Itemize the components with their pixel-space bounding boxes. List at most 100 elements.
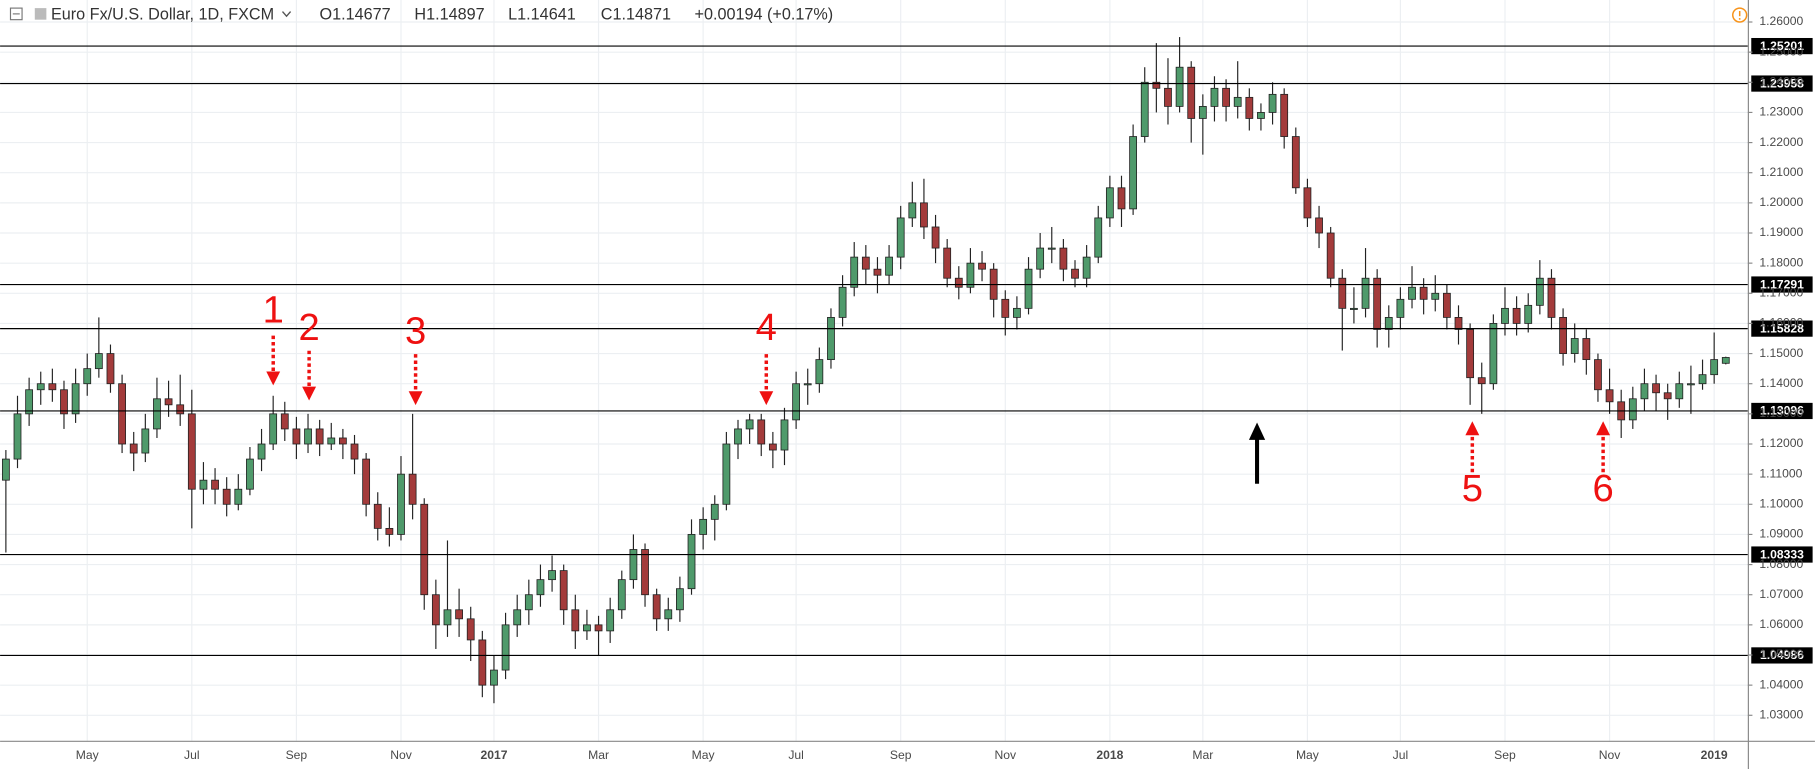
candle-body [1605, 389, 1614, 403]
candle-body [1687, 383, 1695, 386]
y-tick-label: 1.14000 [1759, 376, 1803, 390]
level-label: 1.23958 [1760, 76, 1804, 90]
candle-body [1396, 298, 1405, 318]
black-arrow [1248, 422, 1266, 484]
level-label: 1.25201 [1760, 39, 1804, 53]
y-tick-label: 1.21000 [1759, 165, 1803, 179]
y-tick-label: 1.09000 [1759, 527, 1803, 541]
candle-body [1222, 87, 1230, 107]
ohlc-close: C1.14871 [601, 5, 671, 23]
candle-body [443, 609, 452, 626]
candle-body [676, 588, 684, 611]
candle-body [920, 202, 928, 228]
candle-body [83, 368, 92, 385]
level-label: 1.17291 [1760, 277, 1804, 291]
annotation-arrowhead [1596, 421, 1611, 436]
candle-body [338, 437, 347, 445]
symbol-title[interactable]: Euro Fx/U.S. Dollar, 1D, FXCM [51, 5, 274, 23]
candle-body [1594, 359, 1602, 391]
header: Euro Fx/U.S. Dollar, 1D, FXCM O1.14677 H… [9, 5, 1748, 23]
grid [0, 0, 1748, 741]
candle-body [1280, 93, 1289, 137]
candle-body [1501, 307, 1509, 324]
x-tick-label: Jul [788, 748, 804, 762]
y-tick-label: 1.10000 [1759, 496, 1803, 510]
candle-body [1001, 298, 1010, 318]
candle-body [1582, 338, 1591, 361]
candle-body [1094, 217, 1103, 258]
x-tick-label: Nov [390, 748, 413, 762]
ohlc-low: L1.14641 [508, 5, 576, 23]
x-tick-label: Mar [1192, 748, 1213, 762]
x-tick-label: 2018 [1096, 748, 1123, 762]
y-tick-label: 1.23000 [1759, 105, 1803, 119]
candle-body [1408, 286, 1416, 300]
candle-body [1466, 329, 1475, 379]
y-tick-label: 1.18000 [1759, 255, 1803, 269]
candle-body [1245, 96, 1254, 119]
candle-body [1698, 374, 1707, 385]
level-label: 1.08333 [1760, 547, 1804, 561]
y-tick-label: 1.19000 [1759, 225, 1803, 239]
candle-body [827, 316, 835, 361]
candle-body [594, 624, 603, 632]
arrow-head [1248, 422, 1266, 440]
candle-body [164, 398, 173, 406]
candle-body [757, 419, 766, 445]
candle-body [885, 256, 893, 276]
annotation-arrowhead [302, 386, 317, 401]
candle-body [606, 609, 615, 632]
x-tick-label: May [76, 748, 100, 762]
candle-body [1373, 277, 1382, 330]
y-tick-label: 1.04000 [1759, 677, 1803, 691]
annotation-label: 3 [405, 309, 426, 352]
y-tick-label: 1.13000 [1759, 406, 1803, 420]
candle-body [490, 669, 498, 686]
candle-body [745, 419, 754, 430]
candle-body [838, 286, 847, 318]
candles [1, 37, 1730, 704]
levels: 1.25201 1.23958 1.17291 1.15828 1.13096 1.083… [0, 37, 1813, 664]
candle-body [1315, 217, 1323, 234]
candle-body [1187, 66, 1196, 119]
candle-body [1291, 136, 1300, 189]
candle-body [153, 398, 161, 430]
y-tick-label: 1.06000 [1759, 617, 1803, 631]
candle-body [861, 256, 870, 270]
symbol-dropdown[interactable] [281, 11, 292, 18]
candle-body [1164, 87, 1172, 107]
collapse-icon[interactable] [9, 7, 23, 21]
candle-body [269, 413, 278, 445]
annotation-arrowhead [1465, 421, 1480, 436]
candle-body [327, 437, 336, 445]
x-tick-label: Nov [1599, 748, 1622, 762]
candle-body [1559, 316, 1567, 354]
annotation-label: 5 [1462, 467, 1483, 510]
candle-body [408, 473, 417, 505]
candle-body [1117, 187, 1126, 210]
annotation-label: 6 [1592, 467, 1613, 510]
candle-body [687, 534, 696, 590]
y-tick-label: 1.15000 [1759, 346, 1803, 360]
candle-body [536, 579, 545, 596]
candle-body [187, 413, 196, 490]
candle-body [1419, 286, 1428, 300]
candle-body [94, 353, 103, 370]
annotation-label: 2 [298, 306, 319, 349]
y-tick-label: 1.20000 [1759, 195, 1803, 209]
candle-body [60, 389, 68, 415]
candle-body [978, 262, 986, 270]
annotation-arrowhead [266, 371, 281, 386]
candle-body [780, 419, 789, 451]
candle-body [873, 268, 882, 276]
price-axis: 1.26000 1.25000 1.24000 1.23000 1.22000 1.210… [1747, 14, 1804, 721]
annotation-arrowhead [408, 391, 423, 406]
level-label-box [1751, 647, 1813, 664]
candle-body [699, 518, 708, 535]
candle-body [966, 262, 975, 288]
candle-body [1140, 81, 1149, 137]
candle-body [629, 549, 638, 581]
x-tick-label: May [692, 748, 716, 762]
warning-icon[interactable] [1731, 7, 1748, 23]
